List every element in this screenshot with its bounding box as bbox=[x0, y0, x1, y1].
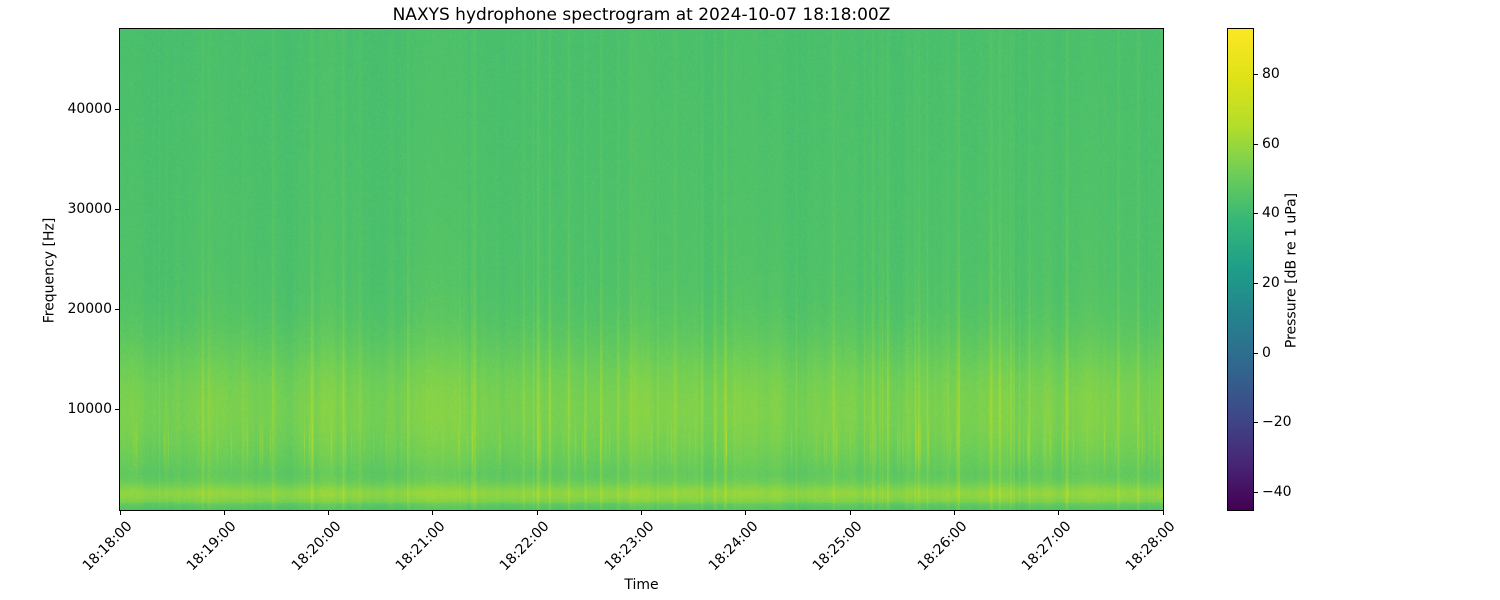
x-tick-label: 18:21:00 bbox=[392, 518, 449, 575]
colorbar-tick-mark bbox=[1254, 492, 1258, 494]
y-tick-label: 40000 bbox=[67, 100, 112, 117]
colorbar-gradient bbox=[1227, 28, 1254, 511]
x-tick-label: 18:23:00 bbox=[601, 518, 658, 575]
x-tick-mark bbox=[641, 511, 642, 515]
colorbar-tick-mark bbox=[1254, 352, 1258, 354]
x-tick-mark bbox=[1058, 511, 1060, 515]
colorbar-tick-label: 20 bbox=[1262, 274, 1280, 291]
x-tick-label: 18:18:00 bbox=[79, 518, 136, 575]
y-tick-mark bbox=[115, 409, 119, 411]
x-tick-mark bbox=[745, 511, 747, 515]
x-tick-mark bbox=[849, 511, 851, 515]
x-tick-label: 18:27:00 bbox=[1018, 518, 1075, 575]
x-tick-label: 18:25:00 bbox=[809, 518, 866, 575]
colorbar-tick-mark bbox=[1254, 213, 1258, 215]
y-axis-label: Frequency [Hz] bbox=[41, 217, 58, 324]
colorbar-tick-label: 0 bbox=[1262, 344, 1271, 361]
colorbar-tick-label: 40 bbox=[1262, 205, 1280, 222]
x-tick-mark bbox=[432, 511, 434, 515]
x-tick-label: 18:26:00 bbox=[914, 518, 971, 575]
colorbar-tick-mark bbox=[1254, 422, 1258, 424]
x-tick-label: 18:24:00 bbox=[705, 518, 762, 575]
x-tick-mark bbox=[119, 511, 121, 515]
colorbar-tick-label: 60 bbox=[1262, 135, 1280, 152]
spectrogram-heatmap bbox=[119, 28, 1164, 511]
x-tick-label: 18:20:00 bbox=[288, 518, 345, 575]
x-tick-mark bbox=[223, 511, 225, 515]
x-tick-label: 18:19:00 bbox=[184, 518, 240, 575]
x-tick-mark bbox=[536, 511, 538, 515]
chart-title: NAXYS hydrophone spectrogram at 2024-10-… bbox=[392, 5, 891, 25]
x-tick-mark bbox=[328, 511, 330, 515]
x-tick-label: 18:22:00 bbox=[497, 518, 553, 575]
y-tick-mark bbox=[115, 108, 119, 110]
x-tick-mark bbox=[1162, 511, 1164, 515]
x-tick-label: 18:28:00 bbox=[1122, 518, 1179, 575]
x-axis-label: Time bbox=[624, 577, 659, 593]
y-tick-label: 10000 bbox=[67, 401, 112, 418]
colorbar-tick-mark bbox=[1254, 143, 1258, 145]
y-tick-label: 30000 bbox=[67, 200, 112, 217]
colorbar-tick-label: −40 bbox=[1262, 484, 1292, 501]
colorbar-tick-mark bbox=[1254, 282, 1258, 284]
colorbar-tick-label: 80 bbox=[1262, 65, 1280, 82]
y-tick-mark bbox=[115, 309, 119, 311]
colorbar-tick-mark bbox=[1254, 73, 1258, 75]
x-tick-mark bbox=[953, 511, 955, 515]
colorbar-label: Pressure [dB re 1 uPa] bbox=[1283, 192, 1300, 349]
colorbar-tick-label: −20 bbox=[1262, 414, 1292, 431]
y-tick-label: 20000 bbox=[67, 301, 112, 318]
y-tick-mark bbox=[115, 208, 119, 210]
